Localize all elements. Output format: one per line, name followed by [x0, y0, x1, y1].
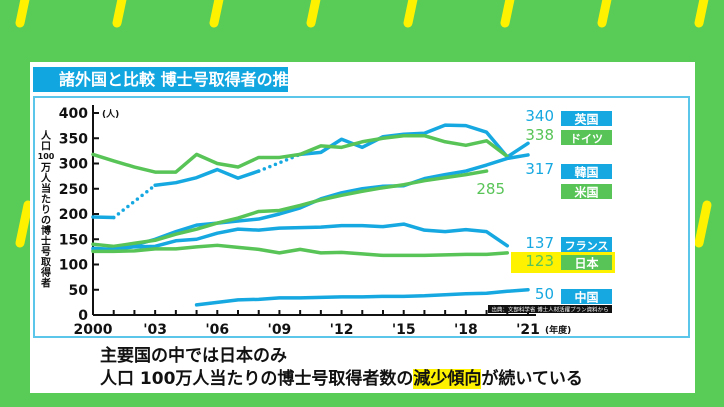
legend-box-韓国	[561, 164, 612, 179]
end-value-label-韓国: 317	[525, 160, 554, 178]
legend-label-中国: 中国	[574, 290, 598, 305]
series-line-英国	[298, 123, 530, 159]
y-tick-label: 300	[59, 157, 88, 173]
y-tick-label: 100	[59, 258, 88, 274]
y-axis-label-char: 取	[41, 257, 52, 269]
x-tick-label: '21	[516, 322, 540, 338]
x-tick-label: '15	[392, 322, 416, 338]
legend-label-米国: 米国	[574, 185, 598, 200]
caption-line-2: 人口 100万人当たりの博士号取得者数の減少傾向が続いている	[100, 369, 583, 389]
y-axis-label-char: 号	[41, 246, 51, 258]
y-axis-label-char: 人	[41, 129, 52, 142]
source-box	[488, 305, 612, 313]
y-tick-label: 200	[59, 207, 88, 223]
caption-line-2-post: が続いている	[481, 369, 583, 389]
y-axis-label-char: 者	[40, 277, 51, 290]
chart-frame	[33, 96, 690, 338]
y-axis-label-char: 口	[41, 142, 51, 153]
series-line-英国	[91, 215, 116, 220]
x-tick-label: '18	[454, 322, 478, 338]
x-unit: (年度)	[545, 324, 571, 336]
legend-box-フランス	[561, 237, 612, 252]
stripe	[306, 0, 321, 28]
stripe	[597, 0, 612, 28]
legend-label-英国: 英国	[574, 112, 598, 127]
legend-box-ドイツ	[561, 130, 612, 145]
chart-title: 諸外国と比較 博士号取得者の推移	[33, 67, 305, 92]
end-value-label-日本: 123	[525, 252, 554, 270]
end-value-label-英国: 340	[525, 107, 554, 125]
y-tick-label: 400	[59, 106, 88, 122]
x-tick-label: 2000	[74, 322, 113, 338]
end-value-label-米国: 285	[476, 180, 505, 198]
series-line-ドイツ	[91, 133, 510, 174]
legend-box-日本	[561, 255, 612, 270]
legend-box-中国	[561, 289, 612, 304]
y-axis-label-char: の	[41, 216, 51, 227]
end-value-label-フランス: 137	[525, 234, 554, 252]
x-tick-label: '12	[330, 322, 354, 338]
x-tick-label: '06	[205, 322, 229, 338]
series-gap-英国	[111, 183, 157, 220]
caption-line-2-pre: 人口 100万人当たりの博士号取得者数の	[100, 369, 414, 389]
stripe	[500, 0, 515, 28]
legend-label-フランス: フランス	[565, 240, 609, 253]
legend-box-英国	[561, 111, 612, 126]
stripe	[15, 200, 33, 248]
y-tick-label: 50	[69, 283, 89, 299]
series-line-米国	[91, 169, 489, 249]
legend-label-日本: 日本	[574, 256, 598, 271]
series-line-フランス	[91, 222, 510, 253]
y-tick-label: 350	[59, 131, 88, 147]
stripe	[403, 0, 418, 28]
y-unit: (人)	[102, 108, 119, 120]
y-axis-label-char: 得	[40, 266, 51, 279]
stripe	[694, 0, 709, 28]
caption-line-1: 主要国の中では日本のみ	[100, 346, 287, 366]
stripe	[209, 0, 224, 28]
end-value-label-ドイツ: 338	[525, 126, 554, 144]
y-tick-label: 250	[59, 182, 88, 198]
y-axis-label-char: り	[41, 204, 51, 216]
y-axis-label-char: 万	[40, 162, 51, 174]
series-line-英国	[153, 167, 261, 187]
y-axis-label-char: 人	[41, 172, 52, 185]
legend-label-ドイツ: ドイツ	[570, 133, 603, 146]
legend-box-米国	[561, 184, 612, 199]
x-tick-label: '09	[268, 322, 292, 338]
y-axis-label-number: 100	[38, 152, 55, 161]
legend-label-韓国: 韓国	[574, 165, 598, 180]
source-text: 出典：文部科学省 博士人材活躍プラン資料から	[491, 306, 608, 314]
y-axis-label-char: た	[41, 194, 51, 206]
x-tick-label: '03	[143, 322, 167, 338]
y-tick-label: 150	[59, 232, 88, 248]
stripe	[112, 0, 127, 28]
y-axis-label-char: 博	[41, 224, 51, 237]
stripe	[694, 200, 712, 248]
y-axis-label-char: 士	[41, 235, 51, 248]
y-tick-label: 0	[78, 308, 88, 324]
stripe	[15, 0, 30, 28]
y-axis-label-char: 当	[41, 182, 51, 195]
end-value-label-中国: 50	[535, 285, 554, 303]
series-line-中国	[194, 288, 530, 307]
caption-highlight: 減少傾向	[413, 369, 482, 389]
